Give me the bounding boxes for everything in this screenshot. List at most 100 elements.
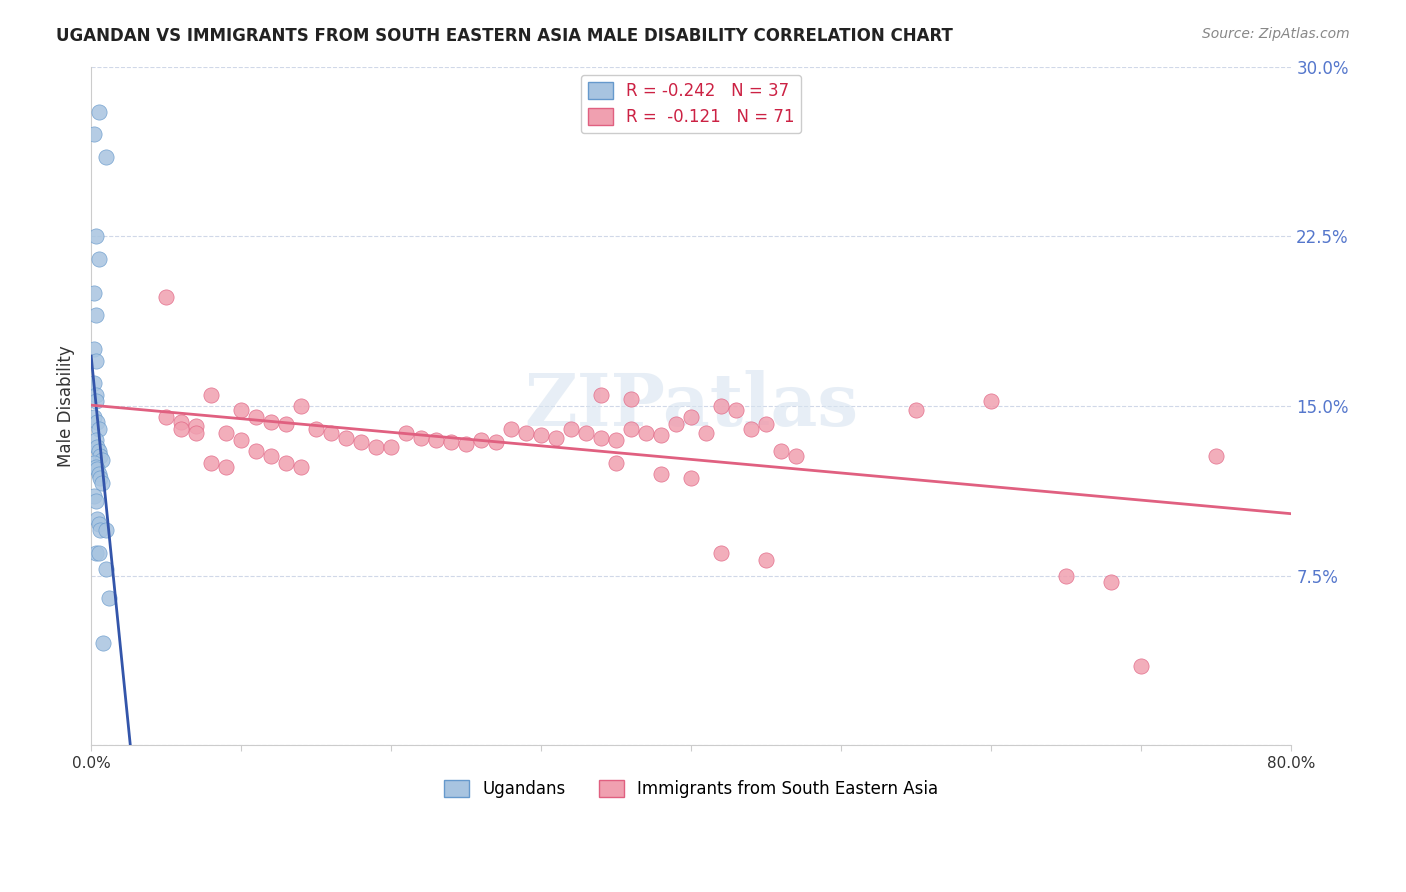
Point [636, 426, 658, 441]
Point [290, 460, 312, 475]
Point [1130, 659, 1153, 673]
Point [1099, 575, 1122, 590]
Point [86, 415, 108, 429]
Point [440, 435, 463, 450]
Point [605, 433, 627, 447]
Point [710, 399, 733, 413]
Point [86, 440, 108, 454]
Point [231, 433, 253, 447]
Point [84, 546, 107, 560]
Point [83, 490, 105, 504]
Point [87, 252, 110, 266]
Point [89, 471, 111, 485]
Point [84, 394, 107, 409]
Point [380, 440, 402, 454]
Point [350, 435, 373, 450]
Point [87, 104, 110, 119]
Point [770, 444, 793, 458]
Point [321, 426, 343, 441]
Point [89, 524, 111, 538]
Point [575, 426, 598, 441]
Point [86, 512, 108, 526]
Legend: Ugandans, Immigrants from South Eastern Asia: Ugandans, Immigrants from South Eastern … [437, 773, 945, 805]
Text: Source: ZipAtlas.com: Source: ZipAtlas.com [1202, 27, 1350, 41]
Point [905, 403, 928, 417]
Point [395, 426, 418, 441]
Point [681, 410, 703, 425]
Point [83, 128, 105, 142]
Point [83, 343, 105, 357]
Point [605, 456, 627, 470]
Point [84, 460, 107, 475]
Point [546, 431, 568, 445]
Point [84, 229, 107, 244]
Point [84, 494, 107, 508]
Point [591, 431, 613, 445]
Point [96, 562, 118, 576]
Point [89, 449, 111, 463]
Point [681, 471, 703, 485]
Point [84, 433, 107, 447]
Point [470, 433, 492, 447]
Point [83, 410, 105, 425]
Point [485, 435, 508, 450]
Point [200, 456, 222, 470]
Point [83, 376, 105, 391]
Point [170, 421, 193, 435]
Point [290, 399, 312, 413]
Text: UGANDAN VS IMMIGRANTS FROM SOUTH EASTERN ASIA MALE DISABILITY CORRELATION CHART: UGANDAN VS IMMIGRANTS FROM SOUTH EASTERN… [56, 27, 953, 45]
Point [740, 421, 762, 435]
Point [155, 290, 177, 304]
Point [335, 431, 357, 445]
Point [186, 419, 208, 434]
Point [84, 309, 107, 323]
Point [215, 426, 238, 441]
Point [231, 403, 253, 417]
Point [695, 426, 717, 441]
Point [91, 636, 114, 650]
Text: ZIPatlas: ZIPatlas [524, 370, 858, 442]
Point [725, 403, 748, 417]
Point [90, 453, 112, 467]
Point [425, 433, 447, 447]
Point [501, 421, 523, 435]
Point [215, 460, 238, 475]
Point [87, 421, 110, 435]
Point [87, 546, 110, 560]
Point [84, 353, 107, 368]
Point [200, 387, 222, 401]
Point [260, 449, 283, 463]
Point [366, 440, 388, 454]
Point [980, 394, 1002, 409]
Y-axis label: Male Disability: Male Disability [58, 345, 75, 467]
Point [560, 421, 582, 435]
Point [591, 387, 613, 401]
Point [87, 467, 110, 481]
Point [785, 449, 807, 463]
Point [84, 387, 107, 401]
Point [83, 456, 105, 470]
Point [650, 467, 672, 481]
Point [260, 415, 283, 429]
Point [90, 475, 112, 490]
Point [87, 444, 110, 458]
Point [96, 524, 118, 538]
Point [1205, 449, 1227, 463]
Point [755, 417, 778, 431]
Point [245, 444, 267, 458]
Point [86, 462, 108, 476]
Point [515, 426, 537, 441]
Point [620, 392, 643, 406]
Point [96, 150, 118, 164]
Point [83, 285, 105, 300]
Point [186, 426, 208, 441]
Point [245, 410, 267, 425]
Point [665, 417, 688, 431]
Point [650, 428, 672, 442]
Point [98, 591, 121, 606]
Point [276, 456, 298, 470]
Point [530, 428, 553, 442]
Point [170, 415, 193, 429]
Point [1054, 568, 1077, 582]
Point [620, 421, 643, 435]
